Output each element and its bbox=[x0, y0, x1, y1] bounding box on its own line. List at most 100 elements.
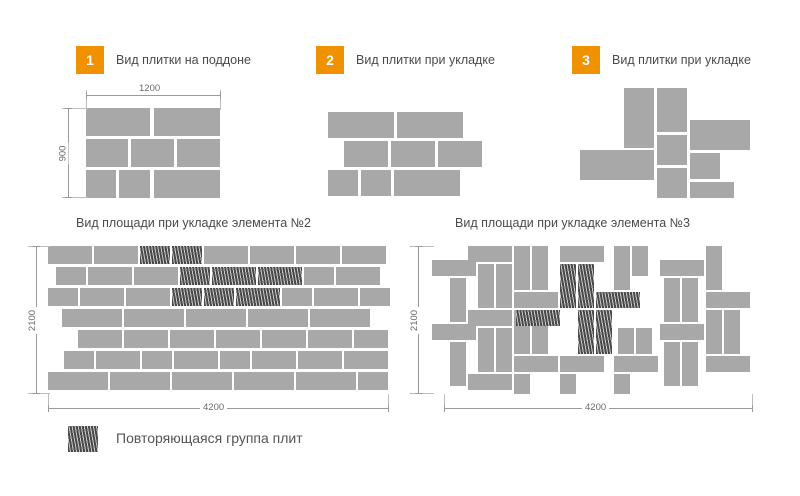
tile-repeat-group bbox=[516, 310, 560, 326]
tile bbox=[64, 351, 94, 369]
dim-tick bbox=[65, 108, 72, 109]
tile bbox=[204, 246, 248, 264]
tile bbox=[48, 288, 78, 306]
panel3-tile-group bbox=[580, 88, 750, 198]
tile bbox=[706, 310, 722, 354]
tile bbox=[514, 374, 530, 394]
tile bbox=[682, 278, 698, 322]
tile bbox=[56, 267, 86, 285]
panel-badge-number: 2 bbox=[326, 52, 334, 68]
tile bbox=[657, 168, 687, 198]
dim-tick bbox=[388, 405, 389, 412]
tile bbox=[632, 246, 648, 276]
tile bbox=[172, 372, 232, 390]
panel-badge-1: 1 bbox=[76, 46, 104, 74]
tile bbox=[174, 351, 218, 369]
tile bbox=[361, 170, 391, 196]
tile bbox=[296, 246, 340, 264]
tile bbox=[354, 330, 388, 348]
tile bbox=[560, 374, 576, 394]
dim-tick bbox=[415, 246, 422, 247]
tile bbox=[94, 246, 138, 264]
tile bbox=[170, 330, 214, 348]
tile bbox=[532, 246, 548, 290]
tile bbox=[514, 292, 558, 308]
dim-label-width-1200: 1200 bbox=[136, 83, 164, 94]
dim-tick bbox=[444, 405, 445, 412]
tile bbox=[391, 141, 435, 167]
tile bbox=[450, 342, 466, 386]
tile bbox=[690, 120, 750, 150]
tile bbox=[86, 170, 116, 198]
tile bbox=[514, 246, 530, 290]
dim-line-width bbox=[86, 95, 220, 96]
tile bbox=[310, 309, 370, 327]
tile bbox=[664, 278, 680, 322]
tile-repeat-group bbox=[596, 292, 640, 308]
tile bbox=[580, 150, 654, 180]
tile bbox=[344, 351, 388, 369]
tile-repeat-group bbox=[140, 246, 170, 264]
tile bbox=[62, 309, 122, 327]
tile bbox=[657, 135, 687, 165]
panel-badge-number: 3 bbox=[582, 52, 590, 68]
area-right-tile-field bbox=[432, 246, 750, 394]
tile-repeat-group bbox=[578, 310, 594, 354]
dim-tick bbox=[220, 92, 221, 99]
tile bbox=[690, 182, 734, 198]
pallet-tile-group bbox=[86, 108, 220, 198]
tile bbox=[262, 330, 306, 348]
panel-title-3: Вид плитки при укладке bbox=[612, 53, 751, 67]
tile bbox=[134, 267, 178, 285]
tile-repeat-group bbox=[596, 310, 612, 354]
tile bbox=[328, 112, 394, 138]
tile bbox=[124, 309, 184, 327]
area-left-tile-field bbox=[48, 246, 390, 394]
tile bbox=[252, 351, 296, 369]
dim-ext-line bbox=[48, 394, 49, 412]
tile bbox=[220, 351, 250, 369]
tile bbox=[432, 260, 476, 276]
tile bbox=[614, 246, 630, 290]
dim-ext-line bbox=[444, 394, 445, 412]
tile bbox=[344, 141, 388, 167]
tile bbox=[468, 374, 512, 390]
dim-tick bbox=[33, 246, 40, 247]
dim-tick bbox=[65, 197, 72, 198]
tile bbox=[394, 170, 460, 196]
tile bbox=[660, 324, 704, 340]
tile bbox=[78, 330, 122, 348]
tile bbox=[614, 356, 658, 372]
panel-badge-number: 1 bbox=[86, 52, 94, 68]
tile bbox=[177, 139, 220, 167]
dim-line-height bbox=[68, 108, 69, 198]
tile bbox=[438, 141, 482, 167]
tile bbox=[358, 372, 388, 390]
tile bbox=[560, 246, 604, 262]
tile bbox=[96, 351, 140, 369]
tile-repeat-group bbox=[204, 288, 234, 306]
tile bbox=[478, 264, 494, 308]
tile bbox=[298, 351, 342, 369]
tile bbox=[234, 372, 294, 390]
tile bbox=[296, 372, 356, 390]
tile-repeat-group bbox=[172, 288, 202, 306]
panel-badge-3: 3 bbox=[572, 46, 600, 74]
tile bbox=[636, 328, 652, 354]
tile bbox=[657, 88, 687, 132]
dim-ext-line bbox=[62, 108, 88, 109]
tile-repeat-group bbox=[258, 267, 302, 285]
tile bbox=[48, 372, 108, 390]
tile bbox=[314, 288, 358, 306]
dim-label-width-4200: 4200 bbox=[200, 402, 228, 413]
tile bbox=[690, 153, 720, 179]
tile bbox=[142, 351, 172, 369]
tile bbox=[86, 139, 128, 167]
tile bbox=[80, 288, 124, 306]
tile bbox=[336, 267, 380, 285]
dim-ext-line bbox=[86, 90, 87, 110]
tile bbox=[397, 112, 463, 138]
tile bbox=[660, 260, 704, 276]
dim-ext-line bbox=[410, 393, 434, 394]
tile bbox=[496, 264, 512, 308]
